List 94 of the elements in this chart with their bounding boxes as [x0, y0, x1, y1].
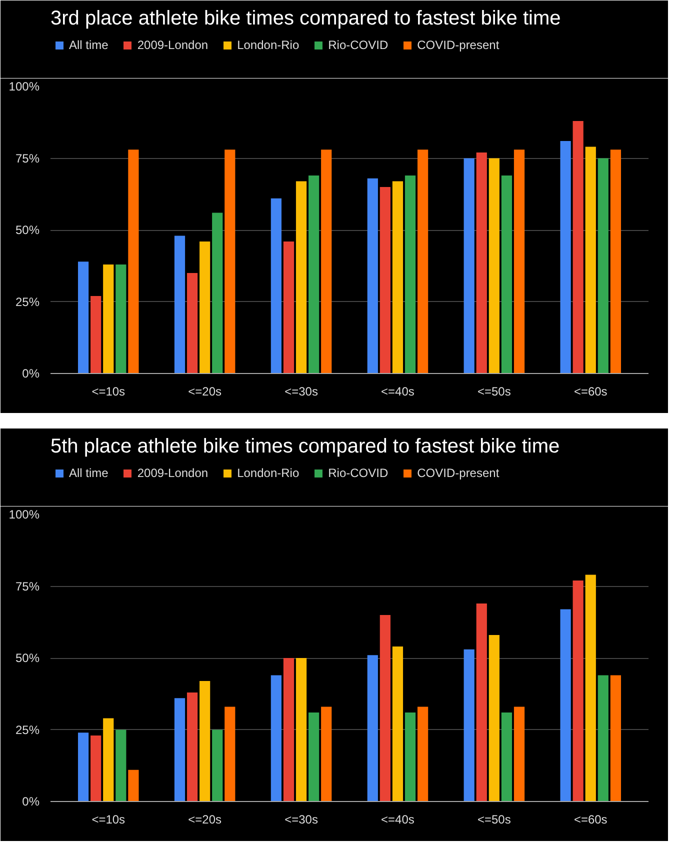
bar — [501, 175, 512, 374]
bar — [572, 120, 584, 374]
bar — [476, 603, 487, 802]
x-tick-label: <=40s — [381, 812, 414, 826]
chart-title: 5th place athlete bike times compared to fastest bike time — [50, 436, 560, 458]
bar — [200, 241, 210, 374]
bar — [186, 692, 198, 802]
bar — [224, 706, 236, 802]
bar — [308, 175, 320, 374]
chart-title: 3rd place athlete bike times compared to fastest bike time — [50, 8, 561, 30]
bar — [572, 580, 584, 802]
bar — [380, 614, 390, 802]
legend-label: All time — [69, 38, 108, 52]
bar — [560, 141, 571, 374]
legend-label: All time — [69, 466, 108, 480]
bar — [270, 675, 282, 802]
bar — [464, 649, 474, 802]
y-tick-label: 0% — [22, 794, 40, 808]
y-tick-label: 50% — [15, 223, 40, 237]
bar — [296, 181, 307, 374]
bar — [380, 186, 390, 374]
x-tick-label: <=10s — [92, 384, 126, 398]
bar — [270, 198, 282, 374]
bar — [598, 675, 608, 802]
bar — [103, 264, 114, 374]
bar — [78, 732, 89, 802]
bar — [418, 706, 428, 802]
bar — [174, 236, 186, 374]
bar — [501, 712, 512, 802]
bar — [90, 296, 102, 374]
y-tick-label: 0% — [22, 366, 40, 380]
x-tick-label: <=40s — [381, 384, 414, 398]
bar — [224, 150, 236, 374]
bar — [321, 150, 332, 374]
bar — [560, 609, 571, 802]
bar — [212, 212, 223, 374]
bar — [392, 646, 404, 802]
legend-label: London-Rio — [237, 466, 300, 480]
bar — [585, 574, 596, 802]
bar — [174, 698, 186, 802]
bar — [128, 770, 139, 802]
y-tick-label: 75% — [15, 579, 40, 594]
x-tick-label: <=30s — [284, 812, 318, 826]
bar — [514, 150, 525, 374]
bar — [296, 658, 307, 802]
legend-label: COVID-present — [417, 466, 500, 480]
y-tick-label: 75% — [15, 151, 40, 166]
y-tick-label: 100% — [8, 80, 40, 94]
bar — [186, 273, 198, 374]
bar — [128, 150, 139, 374]
y-tick-label: 25% — [15, 722, 40, 737]
bar — [585, 146, 596, 374]
bar — [598, 158, 608, 374]
legend-label: Rio-COVID — [328, 466, 388, 480]
bar — [116, 264, 126, 374]
y-tick-label: 50% — [15, 651, 40, 665]
x-tick-label: <=20s — [188, 812, 222, 826]
x-tick-label: <=60s — [574, 384, 608, 398]
bar — [116, 730, 126, 802]
x-tick-label: <=50s — [477, 384, 511, 398]
bar — [610, 150, 622, 374]
bar — [488, 635, 500, 802]
bar — [321, 706, 332, 802]
y-tick-label: 100% — [8, 508, 40, 522]
bar — [418, 150, 428, 374]
legend-label: COVID-present — [417, 38, 500, 52]
bar — [514, 706, 525, 802]
bar — [404, 712, 416, 802]
x-tick-label: <=50s — [477, 812, 511, 826]
bar — [367, 178, 378, 374]
bar — [476, 152, 487, 374]
legend-label: London-Rio — [237, 38, 300, 52]
legend-label: 2009-London — [137, 466, 208, 480]
legend-label: 2009-London — [137, 38, 208, 52]
bar — [404, 175, 416, 374]
bar — [103, 718, 114, 802]
bar — [283, 658, 294, 802]
bar — [308, 712, 320, 802]
x-tick-label: <=20s — [188, 384, 222, 398]
bar — [283, 241, 294, 374]
bar — [367, 655, 378, 802]
x-tick-label: <=10s — [92, 812, 126, 826]
bar — [78, 262, 89, 374]
x-tick-label: <=60s — [574, 812, 608, 826]
y-tick-label: 25% — [15, 294, 40, 309]
bar — [464, 158, 474, 374]
bar — [488, 158, 500, 374]
bar — [90, 735, 102, 802]
bar — [610, 675, 622, 802]
legend-label: Rio-COVID — [328, 38, 388, 52]
x-tick-label: <=30s — [284, 384, 318, 398]
bar — [392, 181, 404, 374]
bar — [212, 730, 223, 802]
bar — [200, 680, 210, 802]
